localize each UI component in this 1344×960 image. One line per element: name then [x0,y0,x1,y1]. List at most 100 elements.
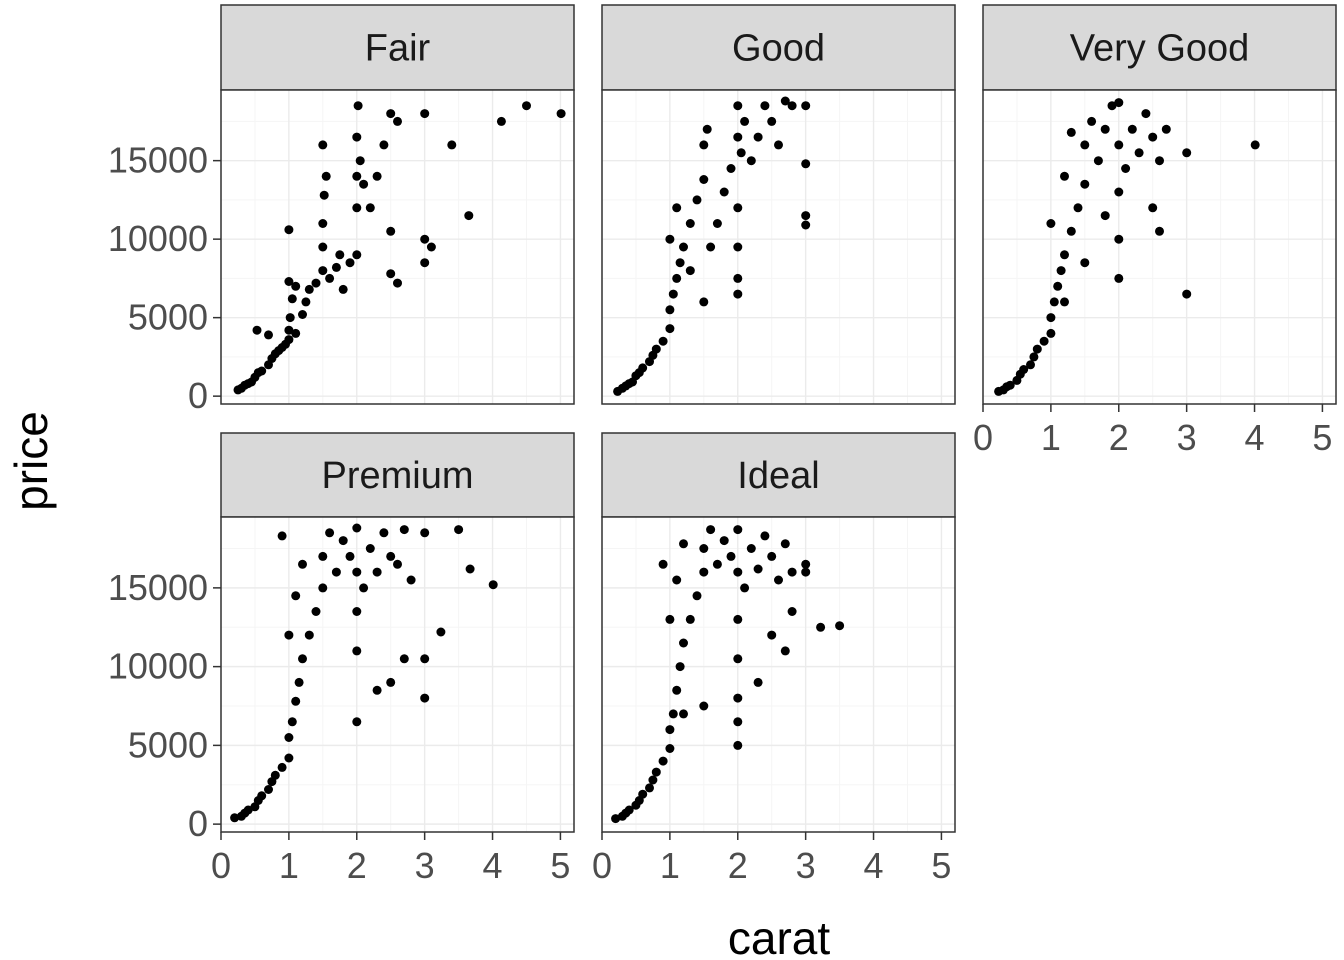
data-point-ideal [638,789,648,799]
data-point-good [733,273,743,283]
data-point-ideal [679,638,688,648]
facet-panel-good: Good [601,4,956,405]
y-tick-label: 15000 [108,140,208,181]
data-point-premium [372,685,382,695]
data-point-premium [352,567,362,577]
data-point-ideal [733,567,743,577]
x-axis-bottom-fair-premium: 0 1 2 3 4 5 [211,832,570,886]
data-point-ideal [787,567,797,577]
data-point-premium [284,753,294,763]
data-point-fair [257,366,267,376]
data-point-premium [352,646,362,656]
data-point-ideal [712,559,722,569]
data-point-fair [311,278,321,288]
data-point-very-good [1250,140,1260,150]
data-point-very-good [1060,171,1069,181]
data-point-good [658,336,668,346]
facet-label-fair: Fair [365,28,431,70]
data-point-ideal [672,575,682,585]
data-point-good [675,258,685,268]
data-point-fair [264,330,273,340]
data-point-ideal [801,567,811,577]
data-point-very-good [1134,148,1144,158]
data-point-good [702,124,712,134]
data-point-fair [284,325,294,335]
data-point-very-good [1005,380,1015,390]
data-point-good [699,175,709,184]
data-point-ideal [648,775,658,785]
facet-label-very-good: Very Good [1070,28,1250,70]
data-point-fair [318,219,328,228]
data-point-fair [372,171,382,181]
data-point-fair [338,284,348,294]
data-point-ideal [719,536,729,546]
data-point-fair [318,266,328,276]
data-point-ideal [658,559,668,569]
data-point-premium [420,528,430,538]
y-tick-label: 0 [188,803,208,844]
data-point-ideal [733,614,743,624]
data-point-fair [365,203,375,213]
panel-border-good [601,89,956,405]
data-point-premium [304,630,314,640]
data-point-good [740,116,750,126]
x-tick-label: 4 [864,845,884,886]
data-point-good [699,297,709,307]
data-point-good [733,289,743,299]
data-point-ideal [645,783,654,793]
data-point-fair [355,156,365,166]
data-point-premium [420,654,430,664]
data-point-fair [426,242,436,252]
data-point-fair [464,211,474,221]
data-point-ideal [665,744,675,753]
data-point-very-good [1046,219,1056,228]
data-point-fair [335,250,345,260]
data-point-good [665,324,675,334]
data-point-premium [454,525,464,535]
y-tick-label: 0 [188,375,208,416]
data-point-fair [420,258,430,268]
data-point-fair [379,140,389,150]
y-tick-label: 10000 [108,646,208,687]
data-point-ideal [733,693,743,703]
data-point-premium [338,536,348,546]
data-point-premium [294,677,304,687]
facet-strip-premium [220,432,575,518]
data-point-very-good [1161,124,1171,134]
data-point-very-good [1019,365,1029,374]
plot-area-premium [220,516,575,833]
data-point-premium [243,805,253,815]
data-point-very-good [1155,156,1164,166]
data-point-very-good [1073,203,1083,213]
x-tick-label: 1 [1041,417,1061,458]
data-point-premium [311,607,321,616]
data-point-fair [318,140,328,150]
x-tick-label: 3 [796,845,816,886]
x-tick-label: 3 [1177,417,1197,458]
data-point-good [774,140,783,150]
data-point-fair [352,203,362,213]
panel-background-very-good [983,90,1336,404]
y-tick-label: 5000 [128,724,208,765]
data-point-good [706,242,716,252]
data-point-premium [270,770,280,780]
data-point-ideal [726,551,736,561]
data-point-ideal [774,575,783,585]
plot-area-good [601,89,956,405]
x-tick-label: 2 [347,845,367,886]
data-point-very-good [1114,273,1124,283]
data-point-very-good [1060,250,1069,260]
data-point-ideal [685,614,695,624]
data-point-ideal [801,559,811,569]
data-point-premium [386,551,396,561]
x-axis-title: carat [728,912,830,960]
facet-strip-good [601,4,956,91]
data-point-fair [284,225,294,235]
x-axis-bottom-very-good: 0 1 2 3 4 5 [973,404,1332,458]
data-point-premium [399,525,409,535]
y-tick-label: 5000 [128,297,208,338]
data-point-good [767,116,777,126]
data-point-fair [304,284,314,294]
data-point-ideal [658,756,668,766]
data-point-fair [393,278,402,288]
